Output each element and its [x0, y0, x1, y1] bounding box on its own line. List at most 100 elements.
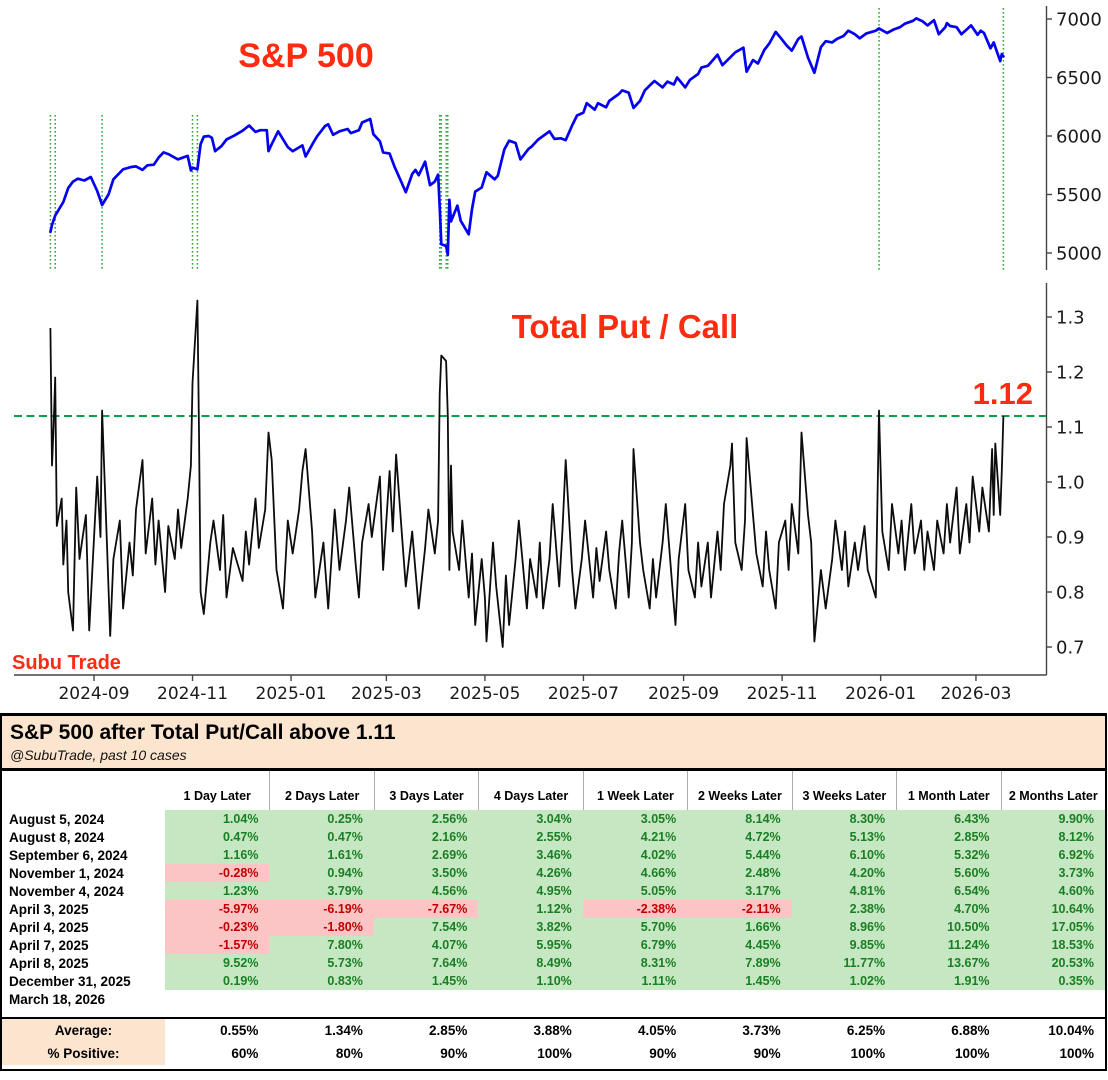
return-cell: 1.66% [687, 918, 792, 937]
summary-value: 10.04% [1048, 1023, 1094, 1039]
return-cell: 4.26% [478, 864, 583, 883]
column-header: 4 Days Later [478, 771, 582, 811]
return-cell [896, 990, 1001, 1009]
return-cell: 0.47% [269, 828, 374, 847]
return-cell: 1.91% [896, 972, 1001, 991]
return-cell: 1.10% [478, 972, 583, 991]
return-cell: 4.07% [373, 936, 479, 955]
return-cell: 8.31% [582, 954, 688, 973]
summary-value: 6.25% [846, 1023, 886, 1039]
putcall-title: Total Put / Call [512, 308, 739, 345]
return-cell: 11.24% [896, 936, 1001, 955]
return-cell: 7.54% [373, 918, 479, 937]
return-cell: 3.05% [582, 810, 688, 829]
column-header: 1 Day Later [183, 789, 251, 804]
return-cell: -2.11% [687, 900, 792, 919]
return-cell: 5.60% [896, 864, 1001, 883]
return-cell: 9.85% [791, 936, 897, 955]
row-date: September 6, 2024 [9, 847, 128, 863]
threshold-value-label: 1.12 [973, 376, 1033, 411]
return-cell: 0.83% [269, 972, 374, 991]
summary-value: 3.73% [742, 1023, 781, 1039]
return-cell: 7.64% [373, 954, 479, 973]
row-date: August 5, 2024 [9, 811, 105, 827]
return-cell: 0.35% [1000, 972, 1105, 991]
return-cell: 1.61% [269, 846, 374, 865]
return-cell [687, 990, 792, 1009]
return-cell: 7.89% [687, 954, 792, 973]
return-cell: 0.19% [165, 972, 270, 991]
return-cell: 0.47% [165, 828, 270, 847]
return-cell: 1.23% [165, 882, 270, 901]
return-cell: 5.05% [582, 882, 688, 901]
y-tick-label: 1.2 [1056, 363, 1085, 384]
row-date: April 3, 2025 [9, 901, 89, 917]
summary-value: 90% [440, 1046, 468, 1062]
x-tick-label: 2026-03 [940, 684, 1011, 704]
return-cell [373, 990, 479, 1009]
return-cell: -7.67% [373, 900, 479, 919]
x-tick-label: 2025-09 [648, 684, 719, 704]
return-cell: 7.80% [269, 936, 374, 955]
summary-value: 100% [537, 1046, 572, 1062]
y-tick-label: 5500 [1056, 185, 1102, 206]
return-cell: 4.95% [478, 882, 583, 901]
return-cell: 5.44% [687, 846, 792, 865]
summary-divider [2, 1017, 1105, 1020]
y-tick-label: 0.8 [1056, 583, 1085, 604]
row-date: August 8, 2024 [9, 829, 105, 845]
row-date: December 31, 2025 [9, 973, 131, 989]
y-tick-label: 1.0 [1056, 473, 1085, 494]
return-cell: 1.02% [791, 972, 897, 991]
return-cell: 10.64% [1000, 900, 1105, 919]
return-cell: 8.14% [687, 810, 792, 829]
return-cell: 8.96% [791, 918, 897, 937]
return-cell: 3.04% [478, 810, 583, 829]
x-tick-label: 2025-01 [256, 684, 327, 704]
row-date: November 1, 2024 [9, 865, 124, 881]
return-cell: 6.79% [582, 936, 688, 955]
return-cell [1000, 990, 1105, 1009]
returns-table: S&P 500 after Total Put/Call above 1.11 … [0, 713, 1107, 1072]
return-cell: 2.85% [896, 828, 1001, 847]
return-cell: 5.73% [269, 954, 374, 973]
table-title: S&P 500 after Total Put/Call above 1.11 [10, 721, 396, 744]
return-cell: 4.56% [373, 882, 479, 901]
summary-value: 1.34% [324, 1023, 363, 1039]
return-cell: 3.73% [1000, 864, 1105, 883]
y-tick-label: 5000 [1056, 244, 1102, 265]
return-cell: 20.53% [1000, 954, 1105, 973]
summary-value: 90% [753, 1046, 781, 1062]
return-cell: 8.49% [478, 954, 583, 973]
return-cell: 4.20% [791, 864, 897, 883]
x-tick-label: 2025-03 [351, 684, 422, 704]
return-cell: 4.21% [582, 828, 688, 847]
summary-value: 80% [335, 1046, 363, 1062]
return-cell: -1.57% [165, 936, 270, 955]
date-column-header [2, 771, 165, 810]
summary-value: 2.85% [429, 1023, 468, 1039]
table-grid: 1 Day Later 2 Days Later 3 Days Later 4 Day… [2, 771, 1105, 1069]
summary-value: 100% [1059, 1046, 1094, 1062]
table-title-band: S&P 500 after Total Put/Call above 1.11 … [2, 716, 1105, 772]
return-cell: 4.81% [791, 882, 897, 901]
return-cell: -1.80% [269, 918, 374, 937]
return-cell: 4.70% [896, 900, 1001, 919]
return-cell: 1.16% [165, 846, 270, 865]
return-cell: 4.66% [582, 864, 688, 883]
return-cell: 4.60% [1000, 882, 1105, 901]
x-tick-label: 2025-05 [449, 684, 520, 704]
table-subtitle: @SubuTrade, past 10 cases [10, 747, 187, 764]
putcall-line [49, 299, 1005, 648]
row-date: November 4, 2024 [9, 883, 124, 899]
return-cell: 5.95% [478, 936, 583, 955]
summary-value: 90% [649, 1046, 677, 1062]
x-tick-label: 2024-11 [157, 684, 228, 704]
return-cell: 5.13% [791, 828, 897, 847]
return-cell: 9.90% [1000, 810, 1105, 829]
y-tick-label: 0.7 [1056, 638, 1085, 659]
return-cell: -5.97% [165, 900, 270, 919]
return-cell [582, 990, 688, 1009]
return-cell: 9.52% [165, 954, 270, 973]
